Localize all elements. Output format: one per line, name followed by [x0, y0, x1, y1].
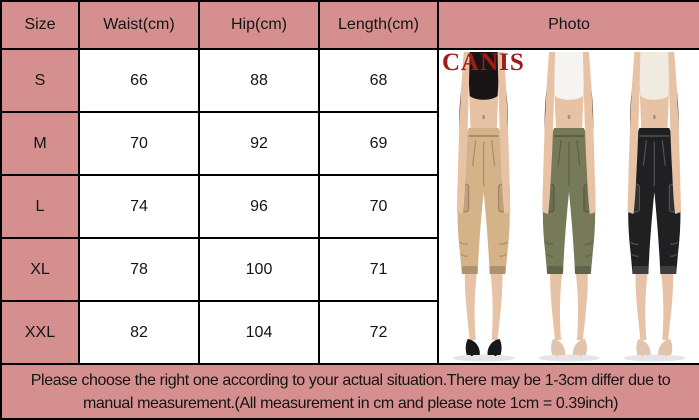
table-row-l: L 74 96 70 [0, 174, 699, 239]
length-value: 71 [318, 237, 439, 302]
length-value: 72 [318, 300, 439, 365]
size-label: L [0, 174, 80, 239]
measurement-note: Please choose the right one according to… [0, 363, 699, 420]
hip-value: 88 [198, 48, 320, 113]
note-line-1: Please choose the right one according to… [30, 372, 671, 389]
waist-value: 66 [78, 48, 200, 113]
size-label: XXL [0, 300, 80, 365]
model-olive-pants [537, 51, 601, 362]
size-label: M [0, 111, 80, 176]
waist-value: 78 [78, 237, 200, 302]
table-row-xl: XL 78 100 71 [0, 237, 699, 302]
length-value: 70 [318, 174, 439, 239]
col-header-size: Size [0, 0, 80, 50]
col-header-length: Length(cm) [318, 0, 439, 50]
size-label: XL [0, 237, 80, 302]
note-line-2: manual measurement.(All measurement in c… [82, 395, 619, 412]
hip-value: 104 [198, 300, 320, 365]
col-header-waist: Waist(cm) [78, 0, 200, 50]
table-row-xxl: XXL 82 104 72 [0, 300, 699, 365]
waist-value: 82 [78, 300, 200, 365]
col-header-photo: Photo [437, 0, 699, 50]
hip-value: 96 [198, 174, 320, 239]
model-khaki-pants [452, 51, 516, 362]
product-photo: CANIS [437, 48, 699, 365]
table-header-row: Size Waist(cm) Hip(cm) Length(cm) Photo [0, 0, 699, 50]
measurement-note-row: Please choose the right one according to… [0, 363, 699, 420]
hip-value: 100 [198, 237, 320, 302]
length-value: 68 [318, 48, 439, 113]
length-value: 69 [318, 111, 439, 176]
hip-value: 92 [198, 111, 320, 176]
waist-value: 74 [78, 174, 200, 239]
model-black-pants [622, 51, 686, 362]
size-label: S [0, 48, 80, 113]
col-header-hip: Hip(cm) [198, 0, 320, 50]
waist-value: 70 [78, 111, 200, 176]
models-illustration [452, 51, 686, 362]
table-row-m: M 70 92 69 [0, 111, 699, 176]
table-row-s: S 66 88 68 CANIS [0, 48, 699, 365]
